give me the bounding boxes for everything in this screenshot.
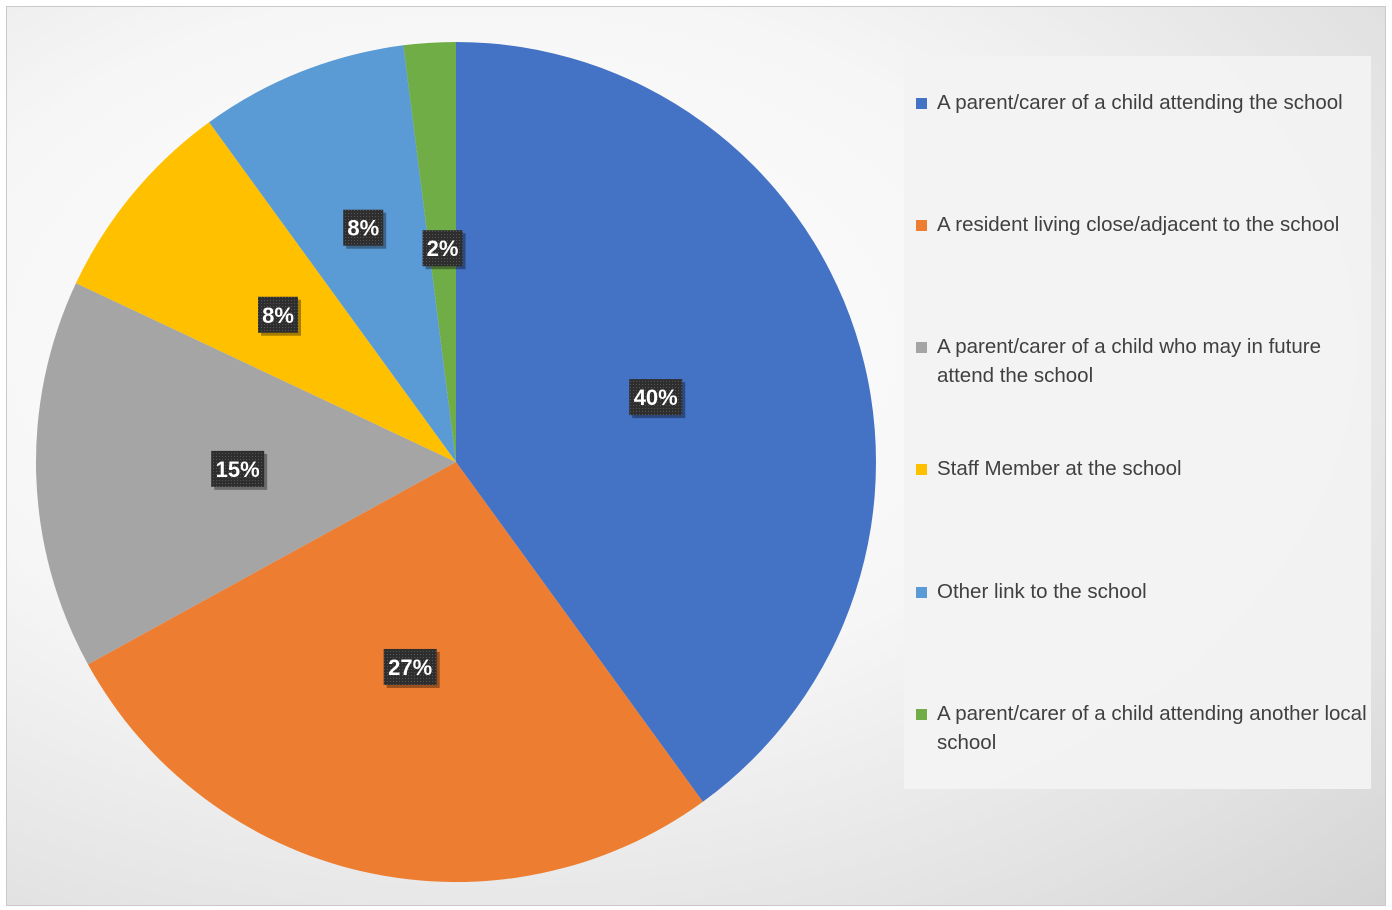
data-label-text: 27% <box>388 655 432 680</box>
data-label-box <box>629 379 683 416</box>
legend-label: Other link to the school <box>937 580 1147 603</box>
legend-label: A resident living close/adjacent to the … <box>937 213 1340 236</box>
legend-swatch <box>916 342 927 353</box>
data-label-text: 15% <box>216 457 260 482</box>
data-label-box <box>422 230 463 267</box>
data-label-text: 8% <box>347 216 379 241</box>
legend-swatch <box>916 98 927 109</box>
data-label-text: 8% <box>262 303 294 328</box>
data-label: 27% <box>383 648 440 688</box>
data-label-box <box>383 648 437 685</box>
data-label: 15% <box>211 450 268 490</box>
data-label: 8% <box>258 296 302 336</box>
legend-swatch <box>916 587 927 598</box>
pie-slices <box>35 42 876 883</box>
legend-label: A parent/carer of a child attending anot… <box>937 702 1367 754</box>
legend-swatch <box>916 709 927 720</box>
data-label-text: 40% <box>634 385 678 410</box>
legend-swatch <box>916 464 927 475</box>
data-label: 8% <box>343 209 387 249</box>
data-label: 40% <box>629 379 686 419</box>
pie-data-labels: 40% 27% 15% 8% 8% 2% <box>211 209 686 688</box>
pie-slice <box>75 122 456 462</box>
legend-label: A parent/carer of a child who may in fut… <box>937 335 1322 387</box>
legend-swatch <box>916 220 927 231</box>
data-label-box <box>258 296 299 333</box>
data-label-box <box>211 450 265 487</box>
legend-label: A parent/carer of a child attending the … <box>937 91 1343 114</box>
data-label-box <box>343 209 384 246</box>
data-label-text: 2% <box>427 236 459 261</box>
pie-slice <box>456 42 876 802</box>
legend-label: Staff Member at the school <box>937 457 1182 480</box>
pie-slice <box>209 45 456 462</box>
legend <box>904 56 1371 789</box>
data-label: 2% <box>422 230 466 270</box>
